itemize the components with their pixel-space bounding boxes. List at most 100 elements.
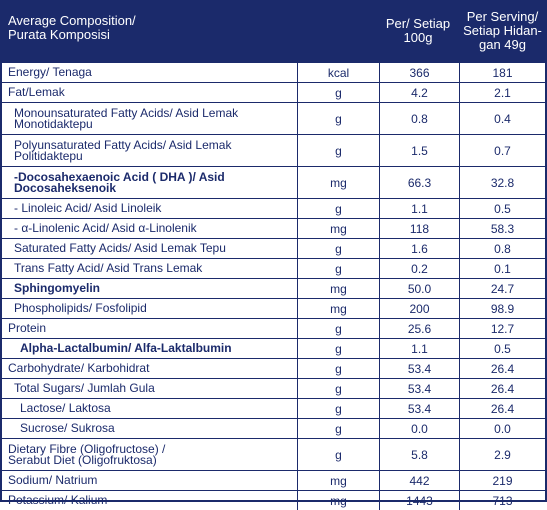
row-per100: 200 (380, 299, 460, 318)
row-name: Dietary Fibre (Oligofructose) / Serabut … (2, 439, 298, 470)
row-unit: g (298, 379, 380, 398)
row-name: Fat/Lemak (2, 83, 298, 102)
row-unit: mg (298, 491, 380, 510)
row-per100: 5.8 (380, 439, 460, 470)
table-row: Energy/ Tenaga kcal 366 181 (2, 61, 545, 82)
row-unit: mg (298, 299, 380, 318)
row-serving: 0.5 (494, 201, 511, 216)
table-header: Average Composition/ Purata Komposisi Pe… (0, 0, 547, 61)
table-row: Phospholipids/ Fosfolipid mg 200 98.9 (2, 298, 545, 318)
table-row: Total Sugars/ Jumlah Gula g 53.4 26.4 (2, 378, 545, 398)
row-unit: g (298, 339, 380, 358)
row-serving: 2.9 (494, 447, 511, 462)
row-name: Phospholipids/ Fosfolipid (2, 299, 298, 318)
row-unit: g (298, 399, 380, 418)
row-serving: 32.8 (490, 175, 515, 190)
row-per100: 50.0 (380, 279, 460, 298)
row-unit: mg (298, 279, 380, 298)
row-serving: 26.4 (490, 361, 515, 376)
table-row: Alpha-Lactalbumin/ Alfa-Laktalbumin g 1.… (2, 338, 545, 358)
row-serving: 0.0 (494, 421, 511, 436)
row-name: Total Sugars/ Jumlah Gula (2, 379, 298, 398)
row-name: Saturated Fatty Acids/ Asid Lemak Tepu (2, 239, 298, 258)
row-per100: 4.2 (380, 83, 460, 102)
row-name: Energy/ Tenaga (2, 63, 298, 82)
table-row: Protein g 25.6 12.7 (2, 318, 545, 338)
table-row: - Linoleic Acid/ Asid Linoleik g 1.1 0.5 (2, 198, 545, 218)
table-row: Monounsaturated Fatty Acids/ Asid Lemak … (2, 102, 545, 134)
row-unit: g (298, 239, 380, 258)
row-per100: 53.4 (380, 379, 460, 398)
table-body: Energy/ Tenaga kcal 366 181 Fat/Lemak g … (0, 61, 547, 510)
row-serving: 0.4 (494, 111, 511, 126)
row-name: -Docosahexaenoic Acid ( DHA )/ Asid Doco… (2, 167, 298, 198)
row-per100: 118 (380, 219, 460, 238)
row-per100: 1.5 (380, 135, 460, 166)
row-per100: 366 (380, 63, 460, 82)
row-name: Carbohydrate/ Karbohidrat (2, 359, 298, 378)
table-row: Sucrose/ Sukrosa g 0.0 0.0 (2, 418, 545, 438)
row-unit: g (298, 103, 380, 134)
table-row: Polyunsaturated Fatty Acids/ Asid Lemak … (2, 134, 545, 166)
row-serving: 0.1 (494, 261, 511, 276)
row-per100: 0.8 (380, 103, 460, 134)
header-per-100g: Per/ Setiap 100g (385, 15, 451, 45)
row-per100: 442 (380, 471, 460, 490)
row-per100: 0.2 (380, 259, 460, 278)
row-unit: mg (298, 167, 380, 198)
table-row: Dietary Fibre (Oligofructose) / Serabut … (2, 438, 545, 470)
row-name: Monounsaturated Fatty Acids/ Asid Lemak … (2, 103, 298, 134)
row-per100: 1.1 (380, 339, 460, 358)
row-serving: 98.9 (490, 301, 515, 316)
table-row: Trans Fatty Acid/ Asid Trans Lemak g 0.2… (2, 258, 545, 278)
row-per100: 25.6 (380, 319, 460, 338)
row-name: - Linoleic Acid/ Asid Linoleik (2, 199, 298, 218)
row-name: - α-Linolenic Acid/ Asid α-Linolenik (2, 219, 298, 238)
row-name: Trans Fatty Acid/ Asid Trans Lemak (2, 259, 298, 278)
row-name: Sucrose/ Sukrosa (2, 419, 298, 438)
row-per100: 66.3 (380, 167, 460, 198)
table-row: - α-Linolenic Acid/ Asid α-Linolenik mg … (2, 218, 545, 238)
row-serving: 26.4 (490, 381, 515, 396)
row-serving: 0.8 (494, 241, 511, 256)
row-serving: 713 (492, 493, 513, 508)
row-unit: g (298, 135, 380, 166)
row-serving: 2.1 (494, 85, 511, 100)
table-row: Sphingomyelin mg 50.0 24.7 (2, 278, 545, 298)
row-per100: 1.6 (380, 239, 460, 258)
row-unit: mg (298, 219, 380, 238)
row-per100: 1443 (380, 491, 460, 510)
row-unit: kcal (298, 63, 380, 82)
table-row: Sodium/ Natrium mg 442 219 (2, 470, 545, 490)
row-name: Alpha-Lactalbumin/ Alfa-Laktalbumin (2, 339, 298, 358)
row-per100: 53.4 (380, 359, 460, 378)
row-serving: 12.7 (490, 321, 515, 336)
row-serving: 219 (492, 473, 513, 488)
row-name: Sphingomyelin (2, 279, 298, 298)
row-name: Polyunsaturated Fatty Acids/ Asid Lemak … (2, 135, 298, 166)
row-serving: 58.3 (490, 221, 515, 236)
row-unit: g (298, 259, 380, 278)
row-unit: g (298, 439, 380, 470)
row-name: Lactose/ Laktosa (2, 399, 298, 418)
row-unit: g (298, 199, 380, 218)
row-name: Potassium/ Kalium (2, 491, 298, 510)
row-per100: 0.0 (380, 419, 460, 438)
table-row: -Docosahexaenoic Acid ( DHA )/ Asid Doco… (2, 166, 545, 198)
row-name: Sodium/ Natrium (2, 471, 298, 490)
row-serving: 181 (492, 65, 513, 80)
row-unit: g (298, 319, 380, 338)
row-serving: 0.7 (494, 143, 511, 158)
row-per100: 53.4 (380, 399, 460, 418)
row-unit: g (298, 83, 380, 102)
table-row: Saturated Fatty Acids/ Asid Lemak Tepu g… (2, 238, 545, 258)
table-row: Carbohydrate/ Karbohidrat g 53.4 26.4 (2, 358, 545, 378)
table-row: Fat/Lemak g 4.2 2.1 (2, 82, 545, 102)
table-row: Potassium/ Kalium mg 1443 713 (2, 490, 545, 510)
table-row: Lactose/ Laktosa g 53.4 26.4 (2, 398, 545, 418)
row-per100: 1.1 (380, 199, 460, 218)
header-composition: Average Composition/ Purata Komposisi (8, 13, 136, 42)
row-unit: g (298, 359, 380, 378)
row-name: Protein (2, 319, 298, 338)
